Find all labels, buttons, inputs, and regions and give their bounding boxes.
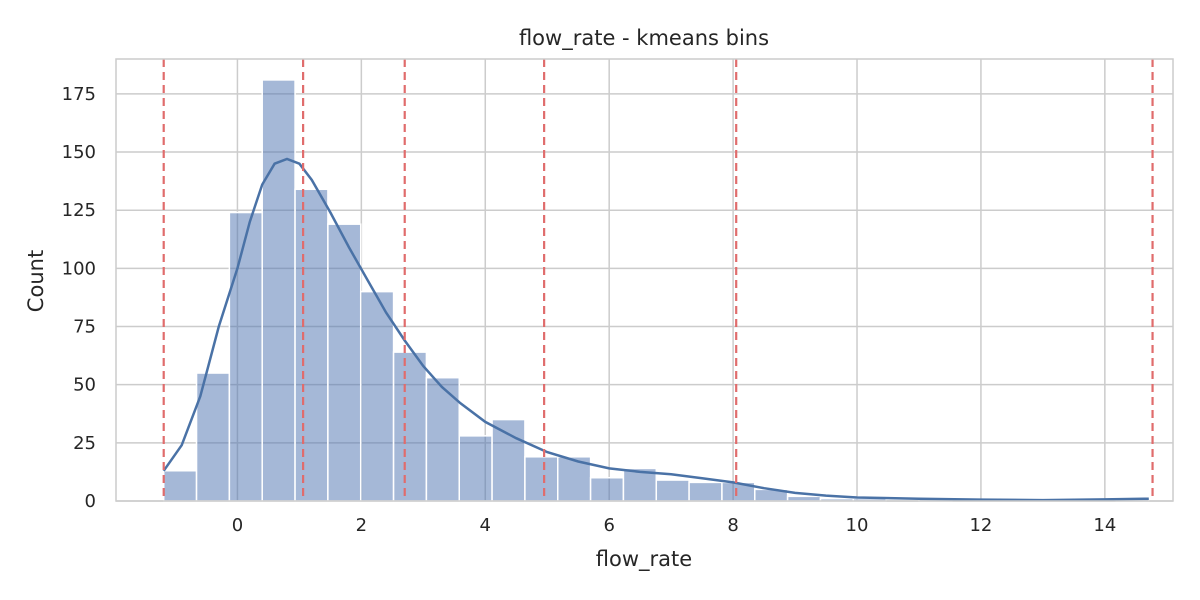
histogram-bar [458, 435, 493, 502]
histogram-bars [162, 79, 1150, 502]
y-tick-label: 125 [62, 200, 96, 221]
x-tick-label: 0 [232, 515, 243, 536]
y-tick-label: 75 [73, 317, 96, 338]
y-tick-label: 175 [62, 84, 96, 105]
kmeans-bin-edges [162, 59, 1154, 501]
histogram-bar [688, 481, 723, 502]
y-axis-label: Count [24, 250, 48, 312]
histogram-bar [294, 188, 329, 502]
histogram-bar [162, 470, 198, 502]
y-tick-label: 0 [85, 491, 96, 512]
x-tick-label: 12 [969, 515, 992, 536]
histogram-bar [228, 211, 263, 502]
y-tick-label: 150 [62, 142, 96, 163]
histogram-bar [327, 223, 362, 502]
histogram-bar [655, 479, 690, 502]
plot-frame [115, 58, 1174, 502]
y-tick-label: 50 [73, 375, 96, 396]
histogram-bar [589, 476, 625, 502]
histogram-bar [392, 351, 428, 502]
x-tick-label: 2 [356, 515, 367, 536]
histogram-bar [359, 290, 395, 502]
x-axis-label: flow_rate [596, 547, 692, 572]
y-tick-label: 100 [62, 258, 96, 279]
y-tick-labels: 0 25 50 75 100 125 150 175 [62, 84, 96, 512]
x-tick-label: 4 [480, 515, 491, 536]
histogram-bar [425, 376, 460, 502]
chart-title: flow_rate - kmeans bins [519, 26, 769, 51]
x-tick-labels: 0 2 4 6 8 10 12 14 [232, 515, 1117, 536]
x-tick-label: 10 [846, 515, 869, 536]
histogram-bar [524, 456, 559, 502]
y-tick-label: 25 [73, 433, 96, 454]
histogram-bar [491, 418, 526, 502]
x-tick-label: 6 [603, 515, 614, 536]
kde-curve [162, 157, 1149, 502]
x-tick-label: 14 [1093, 515, 1116, 536]
histogram-bar [261, 79, 296, 502]
x-tick-label: 8 [727, 515, 738, 536]
